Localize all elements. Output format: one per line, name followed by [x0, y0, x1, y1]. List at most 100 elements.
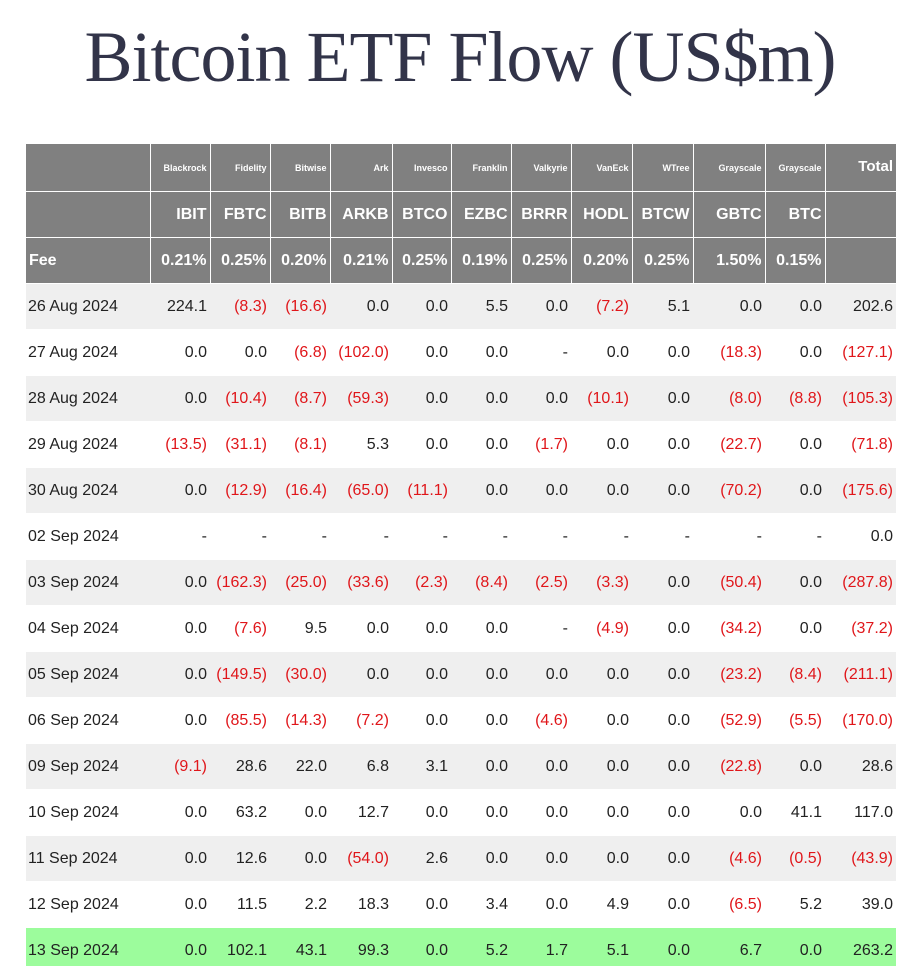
flow-cell: 0.0 — [150, 375, 210, 422]
flow-cell: 0.0 — [392, 421, 451, 468]
flow-cell: - — [330, 513, 392, 560]
flow-cell: (65.0) — [330, 467, 392, 514]
flow-cell: (162.3) — [210, 559, 270, 606]
date-cell: 30 Aug 2024 — [26, 467, 150, 514]
flow-cell: 0.0 — [632, 835, 693, 882]
flow-cell: 0.0 — [765, 605, 825, 652]
flow-cell: 0.0 — [451, 651, 511, 698]
flow-cell: - — [270, 513, 330, 560]
ticker-header-cell: HODL — [571, 191, 633, 238]
flow-cell: - — [693, 513, 765, 560]
ticker-header-cell: BRRR — [511, 191, 572, 238]
flow-cell: 0.0 — [150, 835, 210, 882]
flow-cell: (0.5) — [765, 835, 825, 882]
flow-cell: (7.6) — [210, 605, 270, 652]
flow-cell: 0.0 — [392, 881, 451, 928]
flow-cell: - — [765, 513, 825, 560]
flow-cell: (31.1) — [210, 421, 270, 468]
flow-cell: 0.0 — [150, 467, 210, 514]
date-cell: 03 Sep 2024 — [26, 559, 150, 606]
flow-cell: 0.0 — [632, 743, 693, 790]
flow-cell: (30.0) — [270, 651, 330, 698]
fee-cell: 0.25% — [632, 237, 694, 284]
date-cell: 29 Aug 2024 — [26, 421, 150, 468]
flow-cell: - — [511, 329, 571, 376]
date-cell: 12 Sep 2024 — [26, 881, 150, 928]
issuer-header-cell: Blackrock — [150, 144, 211, 192]
table-row: 26 Aug 2024 224.1 (8.3) (16.6) 0.0 0.0 5.5 0.0(… — [26, 283, 896, 330]
flow-cell: (34.2) — [693, 605, 765, 652]
flow-cell: 0.0 — [451, 375, 511, 422]
total-cell: (175.6) — [825, 467, 896, 514]
total-cell: 0.0 — [825, 513, 896, 560]
flow-cell: 0.0 — [150, 789, 210, 836]
flow-cell: (85.5) — [210, 697, 270, 744]
flow-cell: - — [451, 513, 511, 560]
fee-cell: 0.21% — [330, 237, 393, 284]
fee-cell: 0.20% — [571, 237, 633, 284]
ticker-header-cell: BTC — [765, 191, 826, 238]
fee-cell: 0.19% — [451, 237, 512, 284]
flow-cell: 9.5 — [270, 605, 330, 652]
flow-cell: 0.0 — [765, 283, 825, 330]
flow-cell: (4.9) — [571, 605, 632, 652]
flow-cell: 2.6 — [392, 835, 451, 882]
flow-cell: 0.0 — [150, 651, 210, 698]
flow-cell: 99.3 — [330, 927, 392, 966]
flow-cell: (7.2) — [571, 283, 632, 330]
flow-cell: (149.5) — [210, 651, 270, 698]
ticker-header-cell: ARKB — [330, 191, 393, 238]
flow-cell: 0.0 — [765, 927, 825, 966]
issuer-header-cell: Bitwise — [270, 144, 331, 192]
flow-cell: (33.6) — [330, 559, 392, 606]
flow-cell: (4.6) — [511, 697, 571, 744]
flow-cell: 28.6 — [210, 743, 270, 790]
flow-cell: - — [571, 513, 632, 560]
flow-cell: (54.0) — [330, 835, 392, 882]
issuer-header-cell: Ark — [330, 144, 393, 192]
fee-cell: 0.25% — [392, 237, 452, 284]
flow-cell: 102.1 — [210, 927, 270, 966]
flow-cell: 2.2 — [270, 881, 330, 928]
flow-cell: 0.0 — [765, 559, 825, 606]
flow-cell: 0.0 — [451, 467, 511, 514]
date-cell: 10 Sep 2024 — [26, 789, 150, 836]
flow-cell: 12.6 — [210, 835, 270, 882]
flow-cell: 0.0 — [632, 559, 693, 606]
flow-cell: - — [632, 513, 693, 560]
total-header-cell: Total — [825, 144, 896, 192]
fee-cell: 0.25% — [511, 237, 572, 284]
flow-cell: 18.3 — [330, 881, 392, 928]
fee-label: Fee — [26, 237, 151, 284]
flow-cell: (2.3) — [392, 559, 451, 606]
flow-cell: (16.4) — [270, 467, 330, 514]
ticker-header-cell — [26, 191, 151, 238]
flow-cell: (10.4) — [210, 375, 270, 422]
table-row: 02 Sep 2024- - - - - - - - - - -0.0 — [26, 513, 896, 560]
flow-cell: 0.0 — [270, 789, 330, 836]
flow-cell: 41.1 — [765, 789, 825, 836]
total-cell: (127.1) — [825, 329, 896, 376]
ticker-header-row: IBIT FBTC BITB ARKB BTCO EZBC BRRR HODL … — [26, 191, 896, 238]
flow-cell: 0.0 — [511, 881, 571, 928]
flow-cell: (6.8) — [270, 329, 330, 376]
flow-cell: 0.0 — [150, 559, 210, 606]
flow-cell: (3.3) — [571, 559, 632, 606]
flow-cell: (8.4) — [451, 559, 511, 606]
flow-cell: 0.0 — [571, 651, 632, 698]
flow-cell: 0.0 — [632, 697, 693, 744]
flow-cell: 0.0 — [632, 789, 693, 836]
date-cell: 05 Sep 2024 — [26, 651, 150, 698]
flow-cell: 0.0 — [451, 329, 511, 376]
flow-cell: 0.0 — [392, 927, 451, 966]
date-cell: 11 Sep 2024 — [26, 835, 150, 882]
date-cell: 04 Sep 2024 — [26, 605, 150, 652]
flow-cell: (8.7) — [270, 375, 330, 422]
flow-cell: (8.3) — [210, 283, 270, 330]
flow-cell: 0.0 — [330, 605, 392, 652]
table-row: 05 Sep 2024 0.0 (149.5) (30.0) 0.0 0.0 0.0 0.0 0… — [26, 651, 896, 698]
flow-cell: 0.0 — [571, 329, 632, 376]
flow-cell: 0.0 — [392, 329, 451, 376]
flow-cell: (102.0) — [330, 329, 392, 376]
table-row: 06 Sep 2024 0.0 (85.5) (14.3) (7.2) 0.0 0.0 (4.… — [26, 697, 896, 744]
